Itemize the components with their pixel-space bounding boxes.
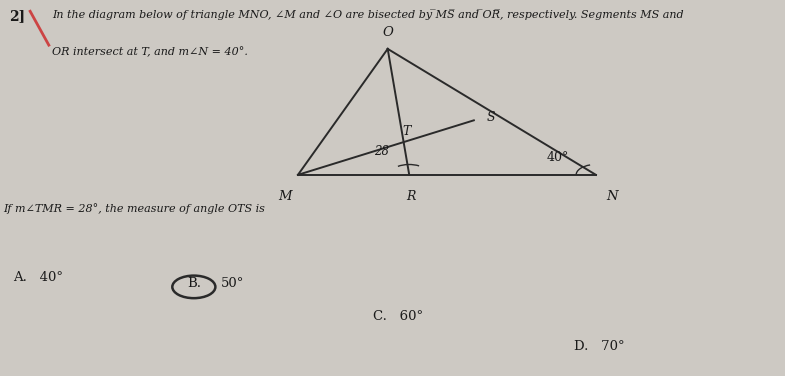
Text: D.   70°: D. 70° bbox=[575, 340, 625, 353]
Text: 50°: 50° bbox=[221, 277, 244, 290]
Text: OR intersect at T, and m∠N = 40°.: OR intersect at T, and m∠N = 40°. bbox=[52, 47, 247, 58]
Text: C.   60°: C. 60° bbox=[374, 310, 423, 323]
Text: If m∠TMR = 28°, the measure of angle OTS is: If m∠TMR = 28°, the measure of angle OTS… bbox=[4, 203, 265, 214]
Text: A.   40°: A. 40° bbox=[13, 271, 63, 284]
Text: N: N bbox=[606, 190, 618, 203]
Text: In the diagram below of triangle MNO, ∠M and ∠O are bisected by ̅MS̅ and ̅OR̅, r: In the diagram below of triangle MNO, ∠M… bbox=[52, 9, 683, 20]
Text: 28: 28 bbox=[374, 145, 389, 158]
Text: T: T bbox=[403, 125, 411, 138]
Text: 40°: 40° bbox=[546, 151, 568, 164]
Text: O: O bbox=[382, 26, 393, 39]
Text: R: R bbox=[406, 190, 415, 203]
Text: B.: B. bbox=[187, 277, 201, 290]
Text: S: S bbox=[487, 111, 495, 124]
Text: M: M bbox=[278, 190, 292, 203]
Text: 2]: 2] bbox=[9, 9, 25, 23]
